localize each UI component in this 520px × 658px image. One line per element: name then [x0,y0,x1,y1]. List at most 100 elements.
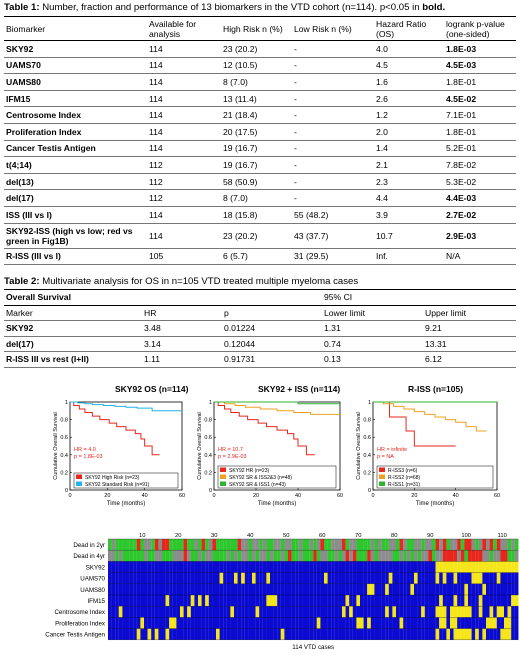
x-tick-label: 20 [104,493,110,499]
heatmap-cell [133,628,137,640]
heatmap-cell [457,561,461,573]
table1-row: Centrosome Index 114 21 (18.4) -1.2 7.1E-01 [4,106,516,124]
heatmap-cell [180,539,184,551]
table1-row: IFM15 114 13 (11.4) -2.6 4.5E-02 [4,90,516,108]
heatmap-cell [324,595,328,607]
heatmap-cell [316,572,321,584]
heatmap-cell [352,572,357,584]
table2: Overall Survival 95% CI Marker HR p Lowe… [4,289,516,368]
heatmap-cell [187,539,191,551]
heatmap-cell [482,583,487,596]
heatmap-cell [180,572,184,584]
heatmap-cell [183,572,188,584]
km-curve-2 [70,401,182,412]
heatmap-cell [205,628,209,640]
heatmap-cell [162,628,166,640]
heatmap-cell [428,550,433,562]
heatmap-cell [446,561,451,573]
heatmap-cell [482,550,487,562]
heatmap-cell [464,583,469,596]
heatmap-cell [334,550,339,562]
heatmap-cell [367,561,371,573]
heatmap-cell [158,539,163,551]
heatmap-cell [360,550,364,562]
heatmap-cell [154,539,159,551]
heatmap-cell [126,539,130,551]
heatmap-cell [507,583,512,596]
table1-caption-label: Table 1: [4,2,40,13]
heatmap-cell [428,606,433,618]
table1-row: Proliferation Index 114 20 (17.5) -2.0 1.8E-… [4,123,516,141]
table1-cell-available: 114 [147,40,221,58]
heatmap-cell [381,550,386,562]
heatmap-cell [270,595,274,607]
heatmap-cell [471,617,476,629]
table1-cell-hazard-ratio: 2.3 [374,173,444,191]
heatmap-cell [468,583,472,596]
heatmap-cell [453,595,458,607]
heatmap-cell [140,617,145,629]
heatmap-cell [504,572,508,584]
heatmap-cell [241,606,245,618]
heatmap-cell [460,561,465,573]
heatmap-cell [129,595,134,607]
heatmap-cell [295,561,299,573]
legend-label: SKY92 SR & ISS2&3 (n=48) [229,475,292,481]
heatmap-cell [183,561,188,573]
heatmap-cell [302,617,307,629]
heatmap-cell [266,572,271,584]
heatmap-cell [421,572,425,584]
heatmap-cell [334,583,339,596]
heatmap-cell [500,583,505,596]
heatmap-cell [435,561,440,573]
heatmap-cell [288,595,292,607]
table2-header-row: Marker HR p Lower limit Upper limit [4,305,516,321]
heatmap-cell [471,583,476,596]
heatmap-cell [378,583,382,596]
heatmap-cell [338,595,343,607]
heatmap-cell [514,583,519,596]
heatmap-cell [270,561,274,573]
heatmap-cell [399,617,404,629]
table1-row: R-ISS (III vs I) 105 6 (5.7) 31 (29.5) Inf. N… [4,248,516,266]
heatmap-cell [129,561,134,573]
y-tick-label: 0.6 [60,435,68,441]
heatmap-cell [356,539,361,551]
heatmap-cell [230,550,235,562]
heatmap-cell [111,595,116,607]
heatmap-cell [241,583,245,596]
heatmap-cell [313,539,317,551]
heatmap-cell [230,572,235,584]
heatmap-cell [108,572,112,584]
heatmap-cell [367,583,371,596]
heatmap-cell [453,550,458,562]
heatmap-cell [172,595,177,607]
heatmap-col-tick: 100 [461,533,471,539]
heatmap-cell [374,550,379,562]
heatmap-cell [172,628,177,640]
heatmap-cell [147,561,152,573]
heatmap-cell [414,617,418,629]
heatmap-cell [464,606,469,618]
heatmap-cell [345,606,350,618]
heatmap-cell [367,617,371,629]
heatmap-cell [486,617,490,629]
heatmap-cell [468,550,472,562]
heatmap-cell [489,550,494,562]
heatmap-cell [482,617,487,629]
heatmap-cell [237,550,242,562]
heatmap-cell [320,595,325,607]
heatmap-cell [457,595,461,607]
heatmap-cell [284,606,289,618]
heatmap-cell [338,606,343,618]
heatmap-cell [475,572,479,584]
heatmap-cell [475,617,479,629]
heatmap-cell [277,550,281,562]
heatmap-cell [356,561,361,573]
heatmap-cell [111,583,116,596]
heatmap-cell [352,561,357,573]
heatmap-cell [154,550,159,562]
heatmap-cell [108,595,112,607]
table1-cell-marker: R-ISS (III vs I) [4,248,147,266]
heatmap-cell [478,539,483,551]
